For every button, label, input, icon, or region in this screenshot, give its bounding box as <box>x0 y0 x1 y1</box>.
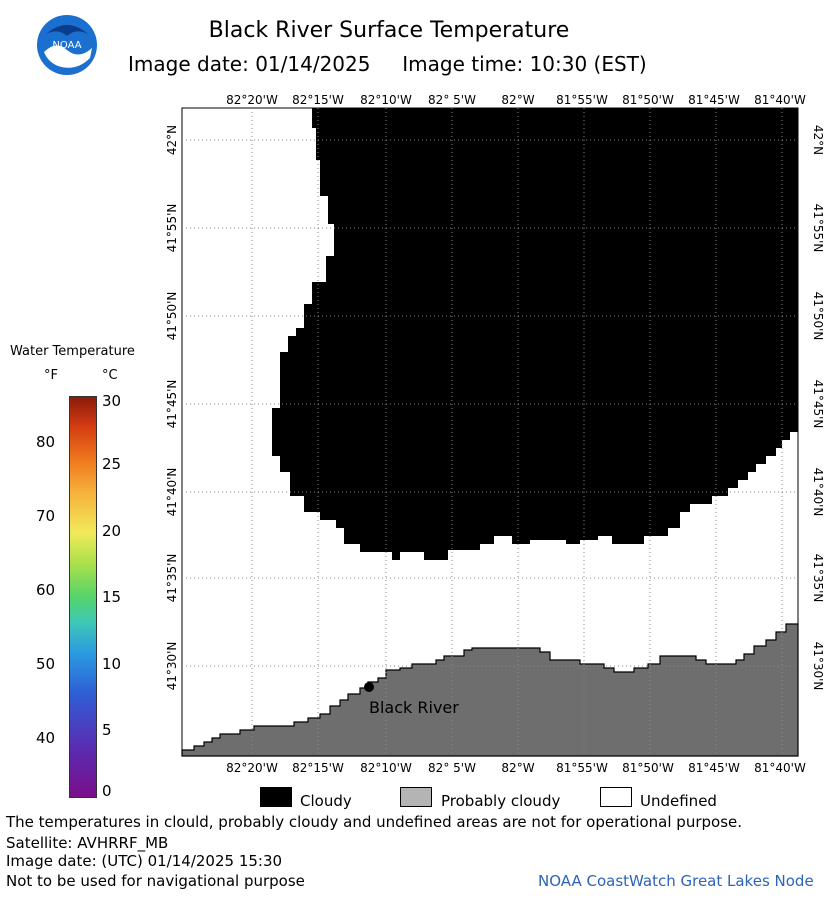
time-label: Image time: <box>402 52 524 76</box>
c-tick: 0 <box>102 782 112 800</box>
lon-labels-bottom: 82°20'W 82°15'W 82°10'W 82° 5'W 82°W 81°… <box>226 761 806 775</box>
lat-label: 42°N <box>811 125 825 155</box>
noaa-logo-icon: NOAA <box>37 15 97 75</box>
lon-label: 81°40'W <box>754 93 806 107</box>
unit-fahrenheit: °F <box>44 368 58 383</box>
lon-label: 82°15'W <box>292 761 344 775</box>
c-tick: 30 <box>102 392 122 410</box>
lon-label: 82°W <box>501 761 534 775</box>
unit-celsius: °C <box>102 368 118 383</box>
cloudy-swatch <box>260 787 292 807</box>
date-label: Image date: <box>128 52 249 76</box>
lon-label: 82°10'W <box>360 93 412 107</box>
lat-label: 41°40'N <box>811 468 825 517</box>
image-date: 01/14/2025 <box>255 52 371 76</box>
lat-labels-right: 42°N 41°55'N 41°50'N 41°45'N 41°40'N 41°… <box>811 125 825 691</box>
lat-label: 41°55'N <box>811 204 825 253</box>
cloud-area <box>272 108 798 560</box>
f-tick: 70 <box>36 507 56 525</box>
image-time: 10:30 (EST) <box>529 52 647 76</box>
undefined-label: Undefined <box>640 792 717 810</box>
lat-label: 41°30'N <box>811 642 825 691</box>
lat-label: 41°55'N <box>165 204 179 253</box>
lat-label: 41°30'N <box>165 642 179 691</box>
lon-label: 81°45'W <box>688 761 740 775</box>
lat-label: 41°50'N <box>811 292 825 341</box>
lat-label: 41°35'N <box>811 554 825 603</box>
lon-label: 82° 5'W <box>428 761 476 775</box>
lat-label: 41°40'N <box>165 468 179 517</box>
lon-label: 81°50'W <box>622 761 674 775</box>
image-date-time: Image date: 01/14/2025 Image time: 10:30… <box>128 52 647 76</box>
lat-label: 41°35'N <box>165 554 179 603</box>
page-title: Black River Surface Temperature <box>208 18 570 43</box>
image-date-utc: Image date: (UTC) 01/14/2025 15:30 <box>6 852 283 870</box>
logo-text: NOAA <box>52 40 81 51</box>
lon-label: 82°15'W <box>292 93 344 107</box>
lon-label: 81°55'W <box>556 93 608 107</box>
lon-label: 81°55'W <box>556 761 608 775</box>
f-tick: 60 <box>36 581 56 599</box>
lat-label: 41°50'N <box>165 292 179 341</box>
cloudy-label: Cloudy <box>300 792 352 810</box>
black-river-marker <box>364 682 374 692</box>
lon-label: 82°20'W <box>226 761 278 775</box>
land-area <box>181 623 799 757</box>
f-tick: 40 <box>36 729 56 747</box>
c-tick: 25 <box>102 455 122 473</box>
f-tick: 50 <box>36 655 56 673</box>
lat-label: 41°45'N <box>811 380 825 429</box>
credit-link[interactable]: NOAA CoastWatch Great Lakes Node <box>538 872 814 890</box>
lon-label: 82°W <box>501 93 534 107</box>
probably-cloudy-label: Probably cloudy <box>441 792 561 810</box>
lat-label: 42°N <box>165 125 179 155</box>
c-tick: 20 <box>102 522 122 540</box>
lon-label: 81°40'W <box>754 761 806 775</box>
lon-label: 82°10'W <box>360 761 412 775</box>
lon-label: 81°45'W <box>688 93 740 107</box>
undefined-swatch <box>600 787 632 807</box>
graticule <box>182 108 798 756</box>
lon-label: 82°20'W <box>226 93 278 107</box>
location-label: Black River <box>369 698 459 717</box>
disclaimer-note: The temperatures in clould, probably clo… <box>6 813 743 831</box>
lon-labels-top: 82°20'W 82°15'W 82°10'W 82° 5'W 82°W 81°… <box>226 93 806 107</box>
lon-label: 82° 5'W <box>428 93 476 107</box>
lat-label: 41°45'N <box>165 380 179 429</box>
c-tick: 5 <box>102 721 112 739</box>
c-tick: 15 <box>102 588 122 606</box>
f-tick: 80 <box>36 433 56 451</box>
satellite-info: Satellite: AVHRRF_MB <box>6 834 169 852</box>
c-tick: 10 <box>102 655 122 673</box>
navigation-warning: Not to be used for navigational purpose <box>6 872 305 890</box>
temperature-colorbar <box>69 396 97 798</box>
legend-title: Water Temperature <box>10 344 135 359</box>
lat-labels-left: 42°N 41°55'N 41°50'N 41°45'N 41°40'N 41°… <box>165 125 179 691</box>
probably-cloudy-swatch <box>400 787 432 807</box>
lon-label: 81°50'W <box>622 93 674 107</box>
